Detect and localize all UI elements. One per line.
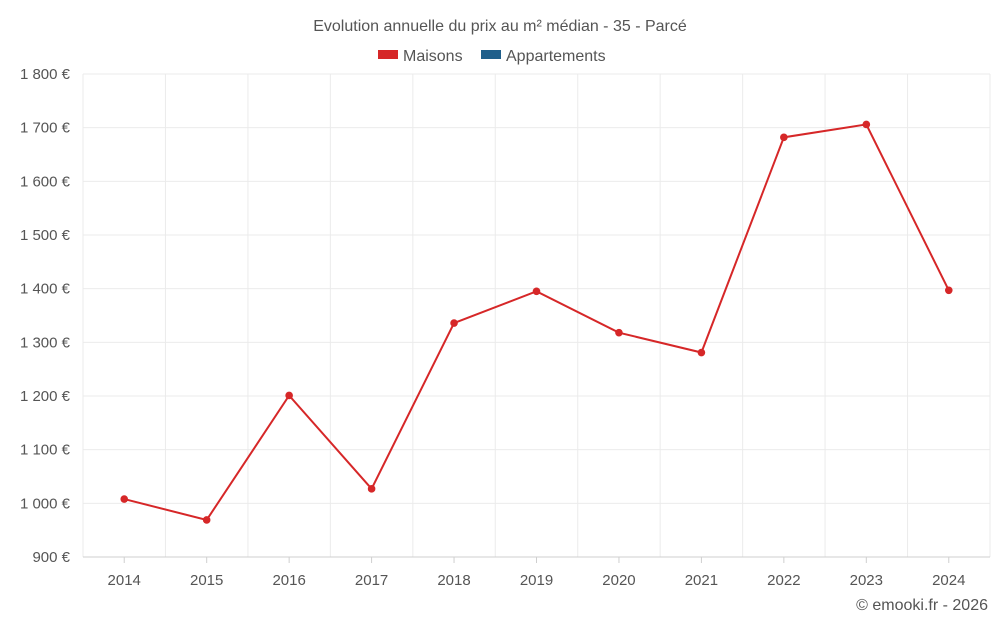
x-tick-label: 2018 xyxy=(437,572,470,589)
y-tick-label: 1 500 € xyxy=(20,227,71,244)
legend-item-maisons[interactable]: Maisons xyxy=(378,48,463,65)
data-point-maisons[interactable] xyxy=(944,286,953,295)
y-tick-label: 1 600 € xyxy=(20,173,71,190)
grid xyxy=(82,73,991,558)
data-point-maisons[interactable] xyxy=(780,133,788,142)
x-tick-label: 2020 xyxy=(602,572,635,589)
x-tick-label: 2021 xyxy=(685,572,718,589)
legend-label-appartements: Appartements xyxy=(506,48,606,65)
x-tick-label: 2023 xyxy=(850,572,883,589)
x-tick-label: 2019 xyxy=(520,572,553,589)
data-point-maisons[interactable] xyxy=(862,120,871,129)
x-tick-label: 2017 xyxy=(355,572,388,589)
data-point-maisons[interactable] xyxy=(202,516,211,524)
y-tick-label: 1 000 € xyxy=(20,495,71,512)
x-tick-label: 2014 xyxy=(108,572,141,589)
data-point-maisons[interactable] xyxy=(615,328,623,337)
legend-item-appartements[interactable]: Appartements xyxy=(481,48,606,65)
x-tick-label: 2016 xyxy=(272,572,305,589)
y-axis: 900 € 1 000 € 1 100 € 1 200 € 1 300 € 1 400 €… xyxy=(20,66,71,566)
series-layer xyxy=(120,120,953,524)
credit-text: © emooki.fr - 2026 xyxy=(856,597,988,614)
data-point-maisons[interactable] xyxy=(532,287,541,296)
y-tick-label: 1 700 € xyxy=(20,120,71,137)
y-tick-label: 1 200 € xyxy=(20,388,71,405)
data-point-maisons[interactable] xyxy=(285,391,293,400)
y-tick-label: 1 100 € xyxy=(20,442,71,459)
x-tick-label: 2024 xyxy=(932,572,965,589)
data-point-maisons[interactable] xyxy=(697,348,706,357)
x-tick-label: 2022 xyxy=(767,572,800,589)
data-point-maisons[interactable] xyxy=(120,495,129,503)
legend: Maisons Appartements xyxy=(378,48,606,65)
data-point-maisons[interactable] xyxy=(367,485,376,493)
y-tick-label: 1 300 € xyxy=(20,334,71,351)
data-point-maisons[interactable] xyxy=(450,319,458,327)
legend-label-maisons: Maisons xyxy=(403,48,463,65)
chart-title: Evolution annuelle du prix au m² médian … xyxy=(313,18,687,35)
legend-swatch-maisons xyxy=(378,50,398,59)
y-tick-label: 900 € xyxy=(32,549,70,566)
legend-swatch-appartements xyxy=(481,50,501,59)
x-axis: 2014 2015 2016 2017 2018 2019 2020 2021 2022 2023… xyxy=(83,556,990,589)
y-tick-label: 1 400 € xyxy=(20,281,71,298)
y-tick-label: 1 800 € xyxy=(20,66,71,83)
x-tick-label: 2015 xyxy=(190,572,223,589)
